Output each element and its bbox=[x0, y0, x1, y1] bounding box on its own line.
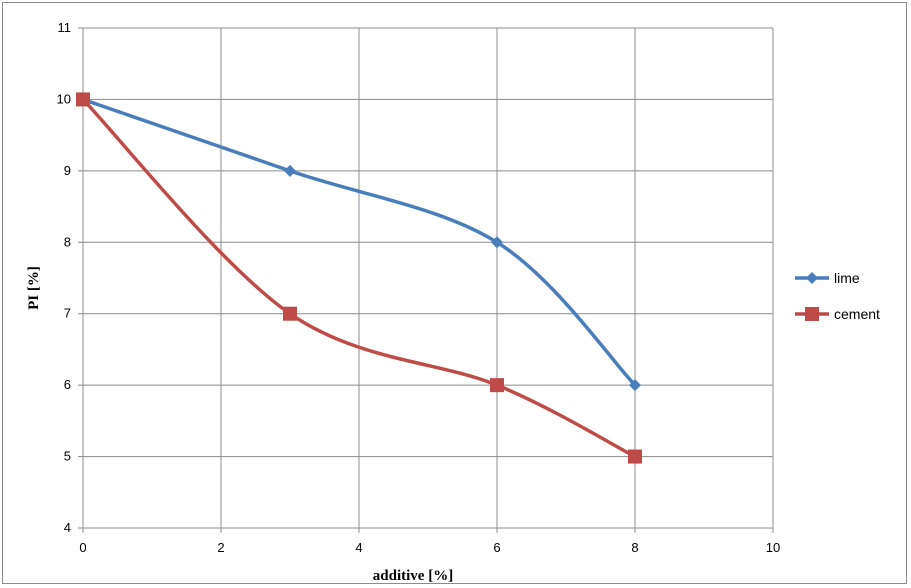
data-point-lime bbox=[629, 379, 641, 392]
x-tick-label: 8 bbox=[631, 540, 638, 555]
series-line-lime bbox=[82, 97, 637, 387]
x-tick-label: 4 bbox=[355, 540, 362, 555]
legend-label: lime bbox=[834, 270, 860, 286]
y-tick-label: 7 bbox=[64, 306, 71, 321]
y-tick-label: 6 bbox=[64, 377, 71, 392]
legend: lime cement bbox=[795, 270, 880, 322]
y-tick-label: 11 bbox=[58, 20, 72, 35]
x-tick-label: 10 bbox=[766, 540, 780, 555]
legend-marker bbox=[805, 307, 819, 321]
grid-lines bbox=[82, 27, 774, 529]
data-point-cement bbox=[628, 449, 642, 464]
y-tick-label: 9 bbox=[64, 163, 71, 178]
y-axis-ticks: 4 5 6 7 8 9 10 11 bbox=[57, 20, 83, 535]
data-point-cement bbox=[76, 92, 90, 107]
data-point-lime bbox=[491, 236, 503, 249]
legend-item-cement: cement bbox=[795, 306, 880, 322]
axes bbox=[82, 28, 773, 529]
y-tick-label: 5 bbox=[64, 449, 71, 464]
x-tick-label: 0 bbox=[79, 540, 86, 555]
x-tick-label: 6 bbox=[493, 540, 500, 555]
y-tick-label: 10 bbox=[57, 91, 71, 106]
y-tick-label: 8 bbox=[64, 234, 71, 249]
legend-marker bbox=[806, 272, 818, 284]
series-layer bbox=[76, 92, 642, 464]
y-tick-label: 4 bbox=[64, 520, 71, 535]
legend-label: cement bbox=[834, 306, 880, 322]
y-axis-title: PI [%] bbox=[26, 266, 42, 310]
x-axis-ticks: 0 2 4 6 8 10 bbox=[79, 528, 780, 555]
x-tick-label: 2 bbox=[217, 540, 224, 555]
series-line-cement bbox=[81, 98, 636, 459]
x-axis-title: additive [%] bbox=[373, 568, 453, 584]
legend-item-lime: lime bbox=[795, 270, 860, 286]
data-point-cement bbox=[283, 306, 297, 321]
series-cement bbox=[76, 92, 642, 464]
data-point-cement bbox=[490, 378, 504, 393]
data-point-lime bbox=[284, 164, 296, 177]
